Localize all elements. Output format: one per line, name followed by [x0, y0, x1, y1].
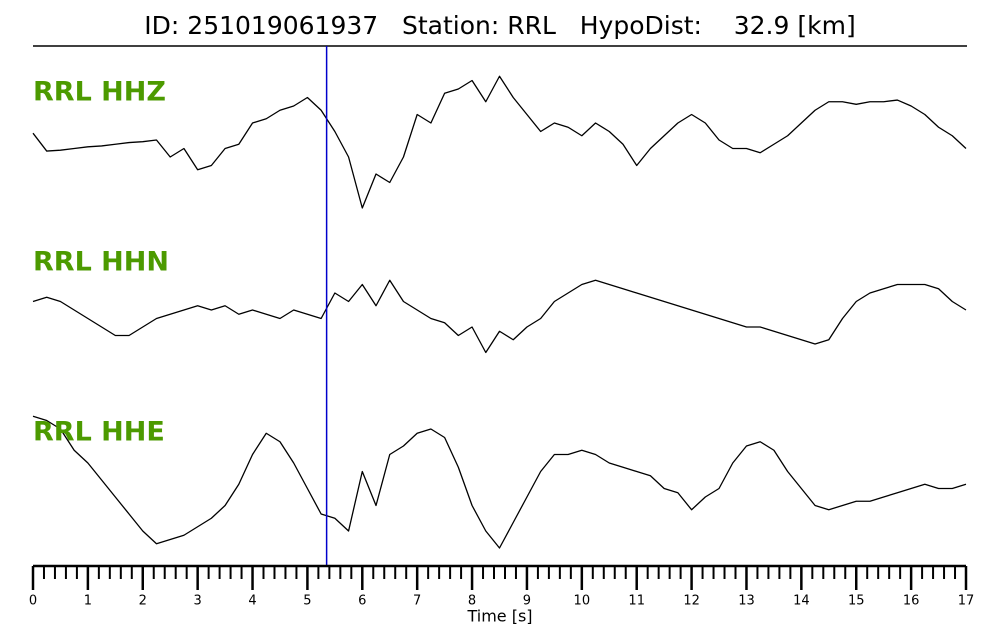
x-tick-label: 11 [628, 594, 645, 609]
x-tick-label: 1 [84, 594, 92, 609]
x-tick-label: 10 [574, 594, 591, 609]
x-tick-label: 0 [29, 594, 37, 609]
x-tick-label: 13 [738, 594, 755, 609]
x-tick-label: 8 [468, 594, 476, 609]
x-axis-label: Time [s] [466, 607, 532, 626]
x-tick-label: 17 [958, 594, 975, 609]
x-tick-label: 6 [358, 594, 366, 609]
x-tick-label: 15 [848, 594, 865, 609]
x-tick-label: 3 [194, 594, 202, 609]
trace-label: RRL HHZ [33, 77, 166, 108]
trace-label: RRL HHE [33, 417, 165, 448]
x-tick-label: 9 [523, 594, 531, 609]
x-tick-label: 16 [903, 594, 920, 609]
x-tick-label: 4 [248, 594, 256, 609]
x-tick-label: 12 [683, 594, 700, 609]
x-tick-label: 2 [139, 594, 147, 609]
trace [32, 279, 967, 354]
x-tick-label: 14 [793, 594, 810, 609]
trace-label: RRL HHN [33, 247, 169, 278]
chart-title: ID: 251019061937 Station: RRL HypoDist: … [144, 11, 855, 40]
x-tick-label: 7 [413, 594, 421, 609]
x-tick-label: 5 [303, 594, 311, 609]
trace [32, 415, 967, 549]
trace [32, 75, 967, 209]
